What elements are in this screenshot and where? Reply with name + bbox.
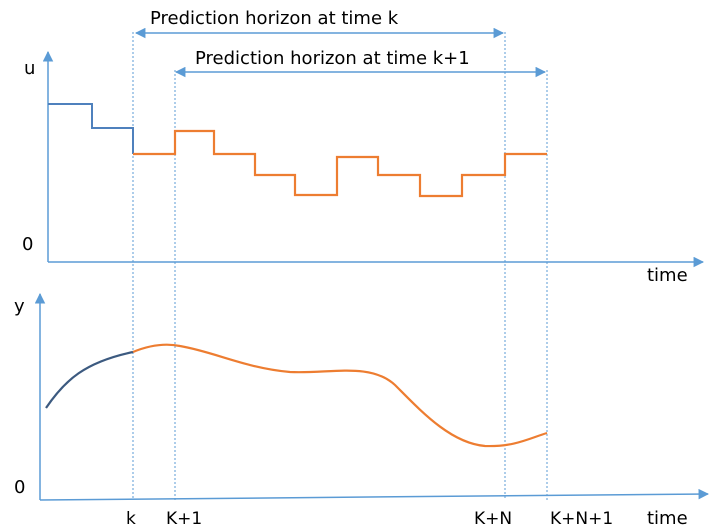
horizon-k1-label: Prediction horizon at time k+1 (195, 48, 470, 69)
top-zero-label: 0 (22, 234, 33, 255)
predicted-input-step (133, 129, 547, 198)
top-x-label: time (647, 265, 688, 286)
predicted-output-curve (132, 343, 548, 448)
top-y-label: u (24, 58, 35, 79)
tick-k: k (126, 509, 136, 527)
bottom-x-label: time (647, 508, 688, 527)
horizon-k-label: Prediction horizon at time k (150, 8, 399, 29)
tick-k1: K+1 (166, 509, 202, 527)
bottom-zero-label: 0 (14, 477, 25, 498)
past-output-curve (45, 350, 134, 409)
tick-kn1: K+N+1 (550, 509, 613, 527)
tick-kn: K+N (474, 509, 512, 527)
past-input-step (48, 103, 134, 154)
bottom-y-label: y (14, 296, 25, 317)
bottom-x-axis (39, 488, 710, 501)
